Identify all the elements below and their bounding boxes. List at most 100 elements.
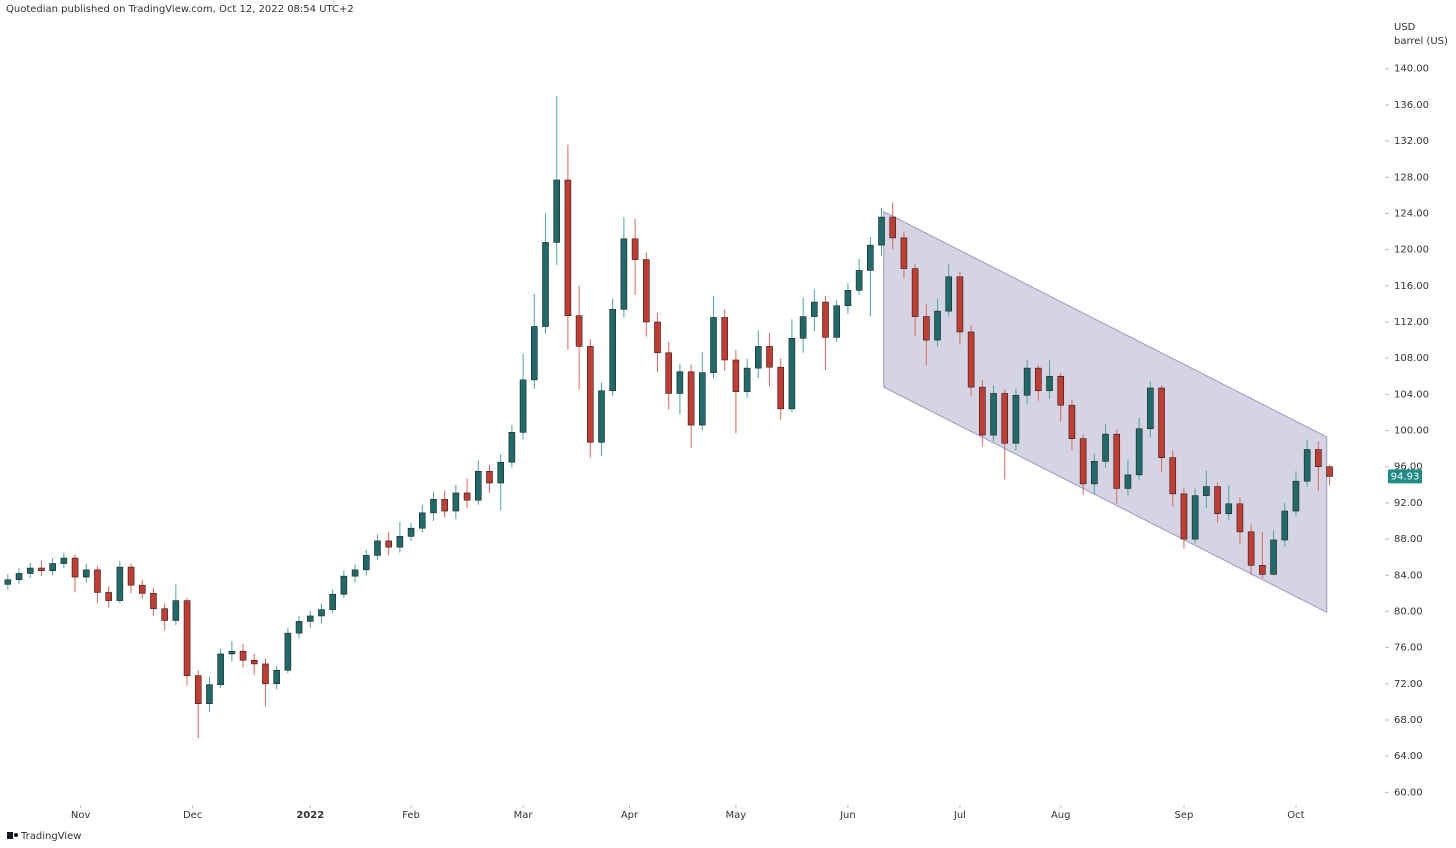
y-tick-label: 96.00 xyxy=(1394,462,1423,473)
candle-body xyxy=(956,276,964,333)
candle-body xyxy=(71,557,79,578)
y-tick-label: 120.00 xyxy=(1394,245,1429,256)
x-tick-label: Nov xyxy=(71,810,91,821)
candle-body xyxy=(990,393,997,436)
candle-body xyxy=(923,316,930,341)
candle-body xyxy=(1191,495,1199,540)
x-tick-label: May xyxy=(726,810,747,821)
candle-body xyxy=(889,216,897,239)
candle-body xyxy=(1158,387,1165,458)
candle-body xyxy=(194,675,202,704)
candle-body xyxy=(586,346,594,443)
x-tick-label: Aug xyxy=(1051,810,1071,821)
y-tick-label: 72.00 xyxy=(1394,679,1423,690)
candle-body xyxy=(1147,387,1154,430)
x-tick-label: 2022 xyxy=(296,810,324,821)
candle-body xyxy=(1326,466,1333,477)
candle-body xyxy=(306,615,314,622)
candle-body xyxy=(822,301,829,338)
candle-body xyxy=(766,346,773,368)
candle-body xyxy=(855,270,863,291)
candle-body xyxy=(967,331,975,388)
candle-body xyxy=(1236,503,1244,533)
candle-body xyxy=(1247,531,1255,566)
candle-body xyxy=(1001,393,1009,444)
candle-body xyxy=(150,593,157,610)
candle-body xyxy=(26,567,34,574)
candle-body xyxy=(1124,474,1132,489)
candle-body xyxy=(1303,449,1311,482)
candle-body xyxy=(878,216,885,246)
candle-body xyxy=(250,659,258,665)
candle-body xyxy=(407,527,415,537)
candle-body xyxy=(642,259,650,323)
candle-body xyxy=(1046,375,1053,392)
candle-body xyxy=(654,321,661,354)
y-tick-label: 76.00 xyxy=(1394,643,1423,654)
candle-body xyxy=(665,352,672,394)
candle-body xyxy=(217,653,224,686)
y-tick-label: 92.00 xyxy=(1394,498,1423,509)
candle-body xyxy=(1079,438,1087,485)
candle-body xyxy=(1292,480,1300,512)
candle-body xyxy=(777,366,785,410)
candle-body xyxy=(1315,449,1322,468)
candle-body xyxy=(699,372,706,426)
candle-body xyxy=(418,512,426,529)
candle-body xyxy=(94,569,101,593)
candle-body xyxy=(161,608,168,621)
x-tick-label: Sep xyxy=(1175,810,1194,821)
x-tick-label: Dec xyxy=(183,810,202,821)
y-tick-label: 132.00 xyxy=(1394,136,1429,147)
candle-body xyxy=(183,600,191,676)
candle-body xyxy=(1057,375,1065,406)
candle-body xyxy=(105,592,112,601)
y-tick-label: 128.00 xyxy=(1394,172,1429,183)
y-tick-label: 100.00 xyxy=(1394,426,1429,437)
candle-body xyxy=(1203,486,1210,496)
candle-body xyxy=(262,663,269,685)
candle-body xyxy=(486,470,493,484)
candle-body xyxy=(396,536,404,548)
candle-body xyxy=(1169,457,1177,495)
candle-body xyxy=(867,244,874,271)
y-tick-label: 136.00 xyxy=(1394,100,1429,111)
candle-body xyxy=(676,371,684,394)
candle-body xyxy=(284,632,292,671)
candle-body xyxy=(127,566,135,586)
header: Quotedian published on TradingView.com, … xyxy=(6,4,354,15)
candle-body xyxy=(239,650,247,661)
candle-body xyxy=(1270,539,1277,575)
x-tick-label: Mar xyxy=(514,810,534,821)
y-tick-label: 108.00 xyxy=(1394,353,1429,364)
y-tick-label: 112.00 xyxy=(1394,317,1429,328)
candle-body xyxy=(1225,503,1233,515)
candle-body xyxy=(1281,510,1289,541)
candle-body xyxy=(1259,565,1266,575)
candle-body xyxy=(519,379,527,433)
x-tick-label: Jun xyxy=(839,810,856,821)
candle-body xyxy=(631,238,639,260)
x-tick-label: Oct xyxy=(1287,810,1304,821)
y-tick-label: 80.00 xyxy=(1394,606,1423,617)
candle-body xyxy=(82,569,90,578)
candle-body xyxy=(979,386,986,436)
x-tick-label: Apr xyxy=(621,810,639,821)
candle-body xyxy=(1102,433,1109,462)
x-tick-label: Feb xyxy=(402,810,420,821)
candle-body xyxy=(340,575,348,595)
y-tick-label: 140.00 xyxy=(1394,64,1429,75)
candle-body xyxy=(934,310,941,341)
channel xyxy=(883,210,1328,614)
y-tick-label: 68.00 xyxy=(1394,715,1423,726)
y-tick-label: 60.00 xyxy=(1394,787,1423,798)
candle-body xyxy=(138,584,146,594)
candle-body xyxy=(49,563,56,572)
candle-body xyxy=(710,317,717,373)
candle-body xyxy=(575,315,583,347)
candle-body xyxy=(452,492,460,512)
last-price-box xyxy=(1388,469,1422,484)
candle-body xyxy=(833,305,841,338)
y-unit: USD xyxy=(1394,22,1416,33)
